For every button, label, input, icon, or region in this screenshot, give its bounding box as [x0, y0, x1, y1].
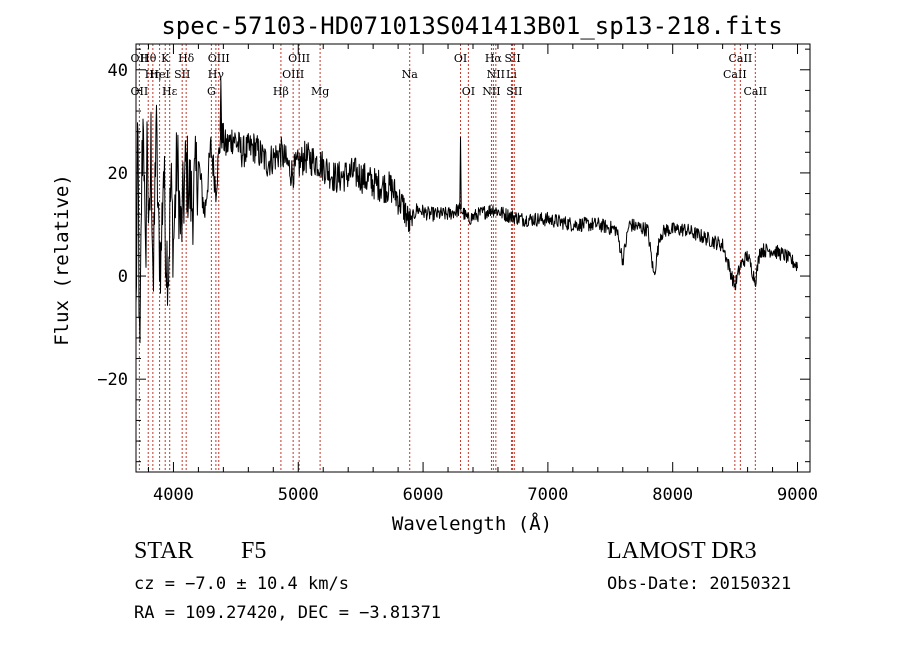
line-marker-label: SII	[504, 52, 520, 65]
line-marker-label: Na	[402, 68, 419, 81]
y-axis-label: Flux (relative)	[51, 174, 73, 346]
coordinates: RA = 109.27420, DEC = −3.81371	[134, 603, 442, 623]
line-marker-label: OII	[131, 85, 149, 98]
x-tick-label: 5000	[278, 485, 319, 505]
plot-frame	[135, 43, 811, 473]
y-tick-label: 20	[108, 164, 128, 184]
line-marker-label: Hε	[162, 85, 178, 98]
line-marker-label: OI	[462, 85, 475, 98]
line-marker-label: Mg	[311, 85, 329, 98]
line-marker-label: OIII	[208, 52, 230, 65]
line-marker-label: SII	[174, 68, 190, 81]
x-tick-label: 7000	[527, 485, 568, 505]
line-marker-label: OI	[454, 52, 467, 65]
survey-name: LAMOST DR3	[607, 538, 757, 564]
line-marker-label: K	[161, 52, 170, 65]
line-marker-label: Hβ	[273, 85, 289, 98]
line-marker-label: G	[207, 85, 216, 98]
chart-title: spec-57103-HD071013S041413B01_sp13-218.f…	[161, 12, 782, 40]
y-tick-label: −20	[97, 370, 128, 390]
x-tick-label: 6000	[403, 485, 444, 505]
line-marker-label: NII	[482, 85, 500, 98]
object-class: STAR	[134, 538, 194, 564]
line-marker-label: Hη	[145, 68, 161, 81]
y-tick-label: 40	[108, 61, 128, 81]
line-marker-label: CaII	[743, 85, 767, 98]
observation-date: Obs-Date: 20150321	[607, 574, 792, 594]
line-marker-label: NII	[487, 68, 505, 81]
line-marker-label: OIII	[288, 52, 310, 65]
line-marker-label: Hδ	[178, 52, 195, 65]
x-tick-label: 8000	[652, 485, 693, 505]
line-marker-label: CaII	[729, 52, 753, 65]
line-marker-label: Li	[506, 68, 517, 81]
emission-spike	[219, 80, 223, 132]
line-marker-label: SII	[506, 85, 522, 98]
spectrum-line	[135, 104, 798, 344]
y-tick-label: 0	[118, 267, 128, 287]
x-tick-label: 4000	[153, 485, 194, 505]
line-marker-label: HeI	[149, 68, 169, 81]
line-marker-label: Hθ	[140, 52, 157, 65]
x-tick-label: 9000	[777, 485, 818, 505]
line-marker-label: CaII	[723, 68, 747, 81]
emission-spike	[459, 136, 462, 210]
line-marker-label: Hα	[485, 52, 503, 65]
line-marker-label: OII	[131, 52, 149, 65]
spectral-subclass: F5	[241, 538, 267, 564]
spectrum-layer	[135, 80, 798, 344]
x-axis-label: Wavelength (Å)	[392, 512, 552, 535]
line-marker-label: Hγ	[208, 68, 225, 81]
redshift-value: cz = −7.0 ± 10.4 km/s	[134, 574, 349, 594]
axes: 4000 5000 6000 7000 8000 9000 −20 0 20 40	[97, 43, 818, 505]
line-marker-label: OIII	[282, 68, 304, 81]
